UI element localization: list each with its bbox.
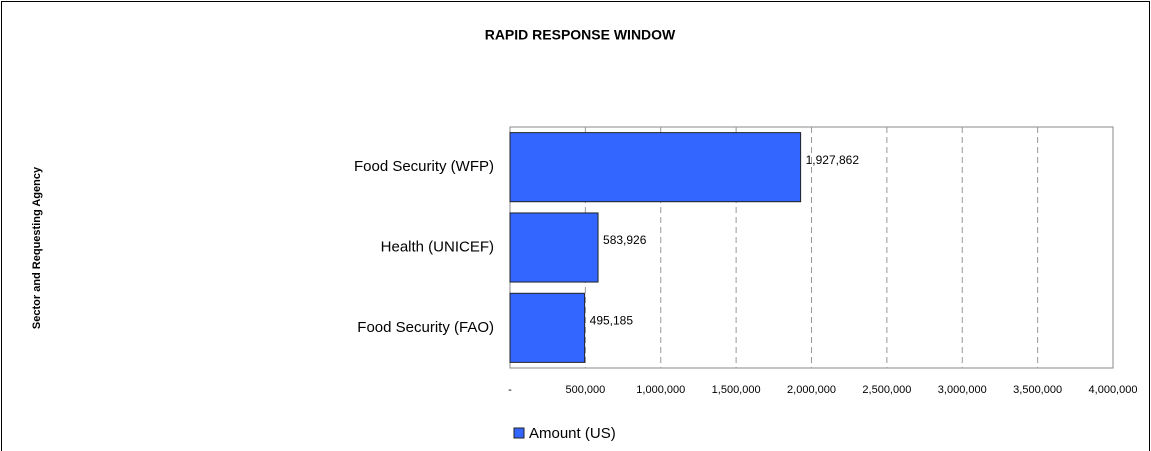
x-tick-label: 3,000,000	[938, 384, 987, 396]
bar	[509, 292, 586, 363]
y-tick-label: Food Security (WFP)	[354, 158, 494, 175]
chart-title: RAPID RESPONSE WINDOW	[485, 27, 676, 43]
x-tick-label: 4,000,000	[1089, 384, 1138, 396]
x-tick-label: -	[508, 384, 512, 396]
y-tick-label: Health (UNICEF)	[381, 238, 494, 255]
x-tick-label: 2,000,000	[787, 384, 836, 396]
y-tick-label: Food Security (FAO)	[357, 319, 494, 336]
x-tick-label: 500,000	[565, 384, 605, 396]
legend-label: Amount (US)	[529, 425, 616, 442]
bar	[509, 132, 802, 203]
data-label: 1,927,862	[806, 153, 860, 167]
x-tick-label: 2,500,000	[862, 384, 911, 396]
y-axis-label: Sector and Requesting Agency	[31, 166, 43, 329]
x-tick-label: 3,500,000	[1013, 384, 1062, 396]
data-label: 583,926	[603, 233, 647, 247]
legend-swatch	[513, 427, 525, 439]
bar	[509, 212, 599, 283]
x-tick-label: 1,000,000	[636, 384, 685, 396]
x-tick-label: 1,500,000	[712, 384, 761, 396]
data-label: 495,185	[590, 313, 634, 327]
